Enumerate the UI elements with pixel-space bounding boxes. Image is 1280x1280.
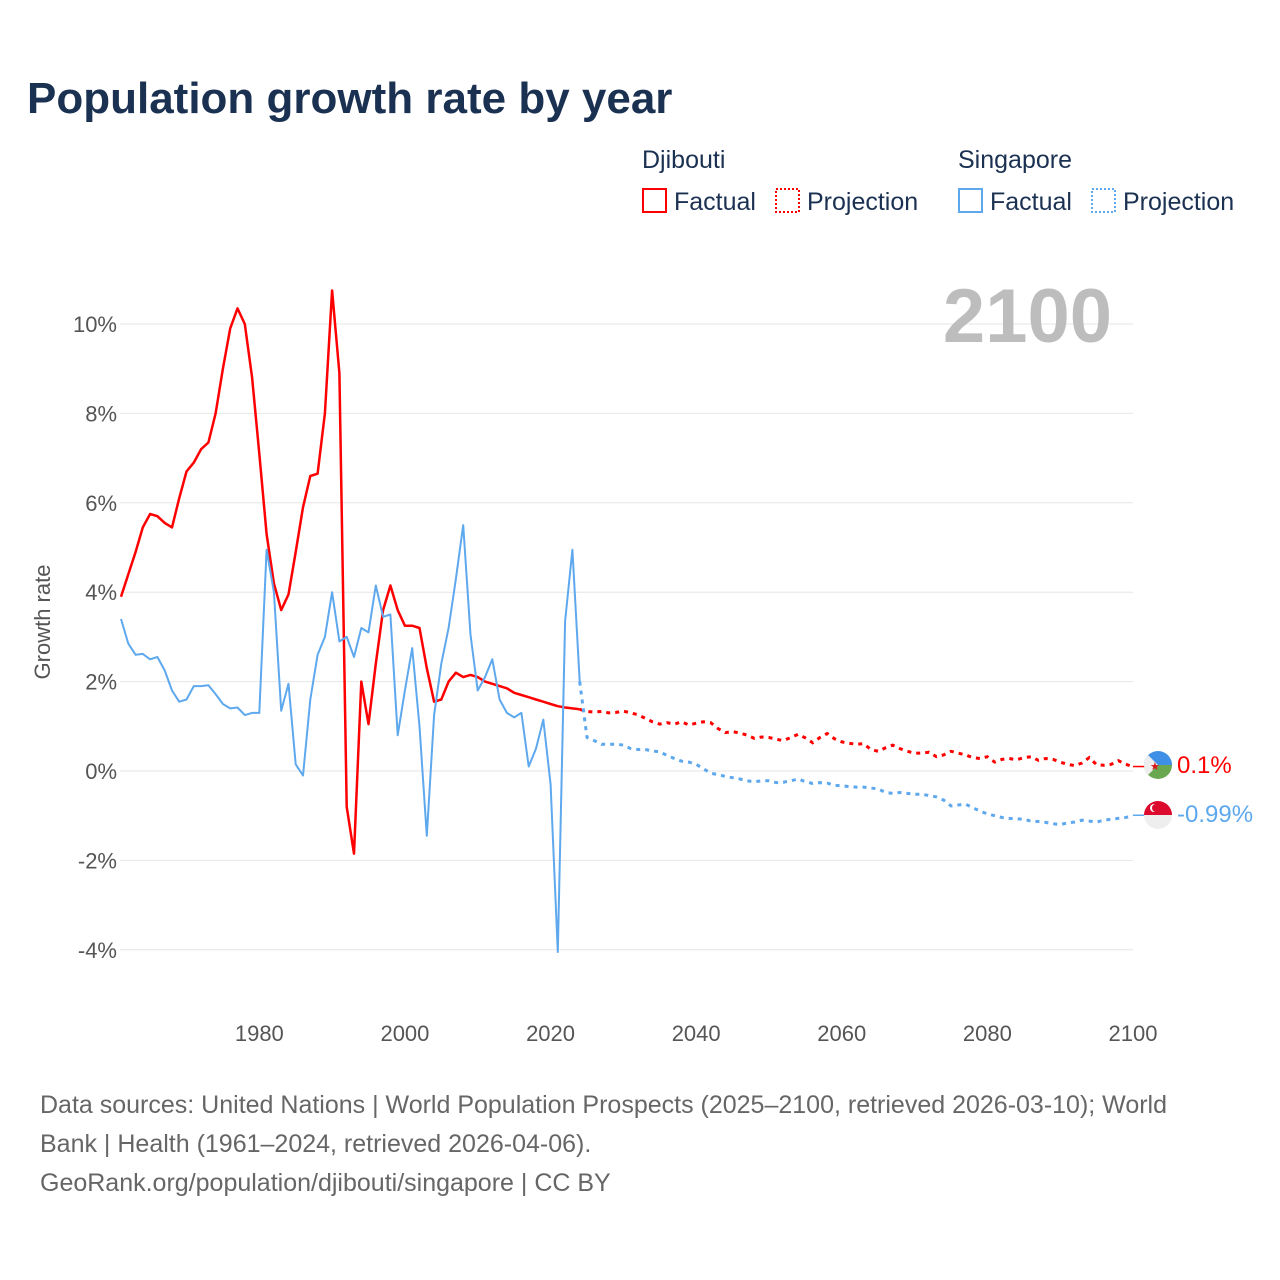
djibouti-factual-line — [119, 289, 580, 855]
singapore-factual-line — [120, 524, 581, 953]
y-tick-label: -4% — [78, 938, 117, 963]
footer-sources-line2: Bank | Health (1961–2024, retrieved 2026… — [40, 1130, 591, 1158]
x-tick-label: 2040 — [672, 1021, 721, 1046]
grid — [120, 323, 1133, 951]
y-tick-label: 6% — [85, 491, 117, 516]
djibouti-end-label: 0.1% — [1177, 752, 1232, 779]
x-tick-label: 1980 — [235, 1021, 284, 1046]
legend-djibouti-title: Djibouti — [642, 146, 725, 174]
legend-singapore-factual-swatch[interactable] — [958, 188, 983, 213]
legend-singapore-title: Singapore — [958, 146, 1072, 174]
x-tick-label: 2060 — [817, 1021, 866, 1046]
singapore-projection-line — [578, 681, 1134, 827]
legend-djibouti-projection-swatch[interactable] — [775, 188, 800, 213]
footer-sources-line1: Data sources: United Nations | World Pop… — [40, 1091, 1167, 1119]
chart-title: Population growth rate by year — [27, 74, 672, 123]
legend-singapore-projection-swatch[interactable] — [1091, 188, 1116, 213]
x-tick-label: 2100 — [1109, 1021, 1158, 1046]
legend-singapore-projection-label[interactable]: Projection — [1123, 188, 1234, 216]
x-tick-label: 2000 — [380, 1021, 429, 1046]
y-tick-label: 2% — [85, 670, 117, 695]
year-display: 2100 — [943, 274, 1112, 359]
legend-djibouti-factual-swatch[interactable] — [642, 188, 667, 213]
djibouti-projection-line — [579, 707, 1134, 768]
legend: Djibouti Factual Projection Singapore Fa… — [642, 146, 1234, 216]
x-axis-ticks: 1980 2000 2020 2040 2060 2080 2100 — [235, 1021, 1158, 1046]
y-axis-ticks: -4% -2% 0% 2% 4% 6% 8% 10% — [73, 312, 117, 963]
y-tick-label: 0% — [85, 759, 117, 784]
series-lines — [119, 289, 1145, 953]
svg-text:★: ★ — [1150, 761, 1160, 773]
singapore-end-label: -0.99% — [1177, 801, 1253, 828]
footer-attribution-link[interactable]: GeoRank.org/population/djibouti/singapor… — [40, 1169, 611, 1197]
legend-djibouti-projection-label[interactable]: Projection — [807, 188, 918, 216]
y-axis-label: Growth rate — [30, 565, 55, 680]
legend-singapore-factual-label[interactable]: Factual — [990, 188, 1072, 216]
x-tick-label: 2020 — [526, 1021, 575, 1046]
y-tick-label: 4% — [85, 580, 117, 605]
djibouti-flag-icon: ★ — [1144, 751, 1172, 779]
singapore-flag-icon — [1144, 801, 1172, 829]
x-tick-label: 2080 — [963, 1021, 1012, 1046]
y-tick-label: 8% — [85, 401, 117, 426]
legend-djibouti-factual-label[interactable]: Factual — [674, 188, 756, 216]
y-tick-label: 10% — [73, 312, 117, 337]
y-tick-label: -2% — [78, 848, 117, 873]
